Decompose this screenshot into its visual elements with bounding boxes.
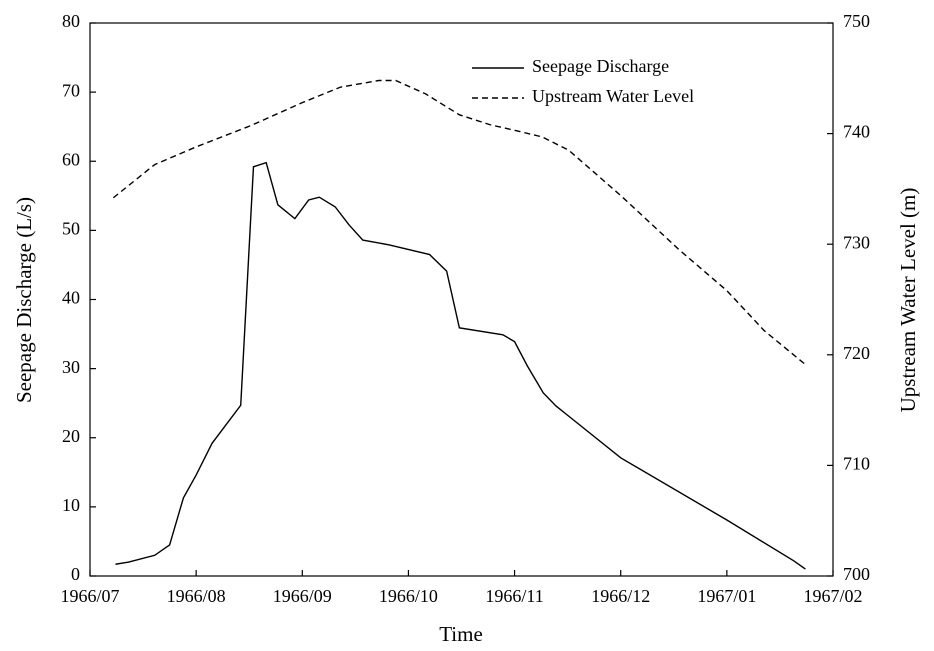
x-tick-label: 1966/08 bbox=[167, 586, 226, 606]
y-tick-label: 20 bbox=[62, 426, 80, 446]
y-tick-label: 50 bbox=[62, 219, 80, 239]
data-line bbox=[112, 79, 805, 365]
x-tick-label: 1966/11 bbox=[485, 586, 543, 606]
x-tick-label: 1967/02 bbox=[803, 586, 862, 606]
y-tick-label: 30 bbox=[62, 357, 80, 377]
plot-frame bbox=[89, 22, 834, 577]
legend-label: Seepage Discharge bbox=[532, 56, 669, 76]
y-tick-label: 70 bbox=[62, 80, 80, 100]
y-tick-label: 0 bbox=[71, 564, 80, 584]
legend-label: Upstream Water Level bbox=[532, 86, 694, 106]
y2-axis-label: Upstream Water Level (m) bbox=[896, 188, 920, 413]
y-tick-label: 60 bbox=[62, 149, 80, 169]
x-tick-label: 1966/07 bbox=[60, 586, 119, 606]
x-tick-label: 1966/09 bbox=[273, 586, 332, 606]
data-line bbox=[115, 161, 806, 570]
y2-tick-label: 710 bbox=[843, 454, 870, 474]
x-tick-label: 1967/01 bbox=[697, 586, 756, 606]
y2-tick-label: 700 bbox=[843, 564, 870, 584]
y2-tick-label: 740 bbox=[843, 122, 870, 142]
x-tick-label: 1966/12 bbox=[591, 586, 650, 606]
x-axis-label: Time bbox=[439, 622, 483, 646]
x-tick-label: 1966/10 bbox=[379, 586, 438, 606]
y2-tick-label: 720 bbox=[843, 343, 870, 363]
y2-tick-label: 750 bbox=[843, 11, 870, 31]
y-tick-label: 80 bbox=[62, 11, 80, 31]
y2-tick-label: 730 bbox=[843, 232, 870, 252]
y-axis-label: Seepage Discharge (L/s) bbox=[12, 197, 36, 403]
y-tick-label: 40 bbox=[62, 288, 80, 308]
y-tick-label: 10 bbox=[62, 495, 80, 515]
